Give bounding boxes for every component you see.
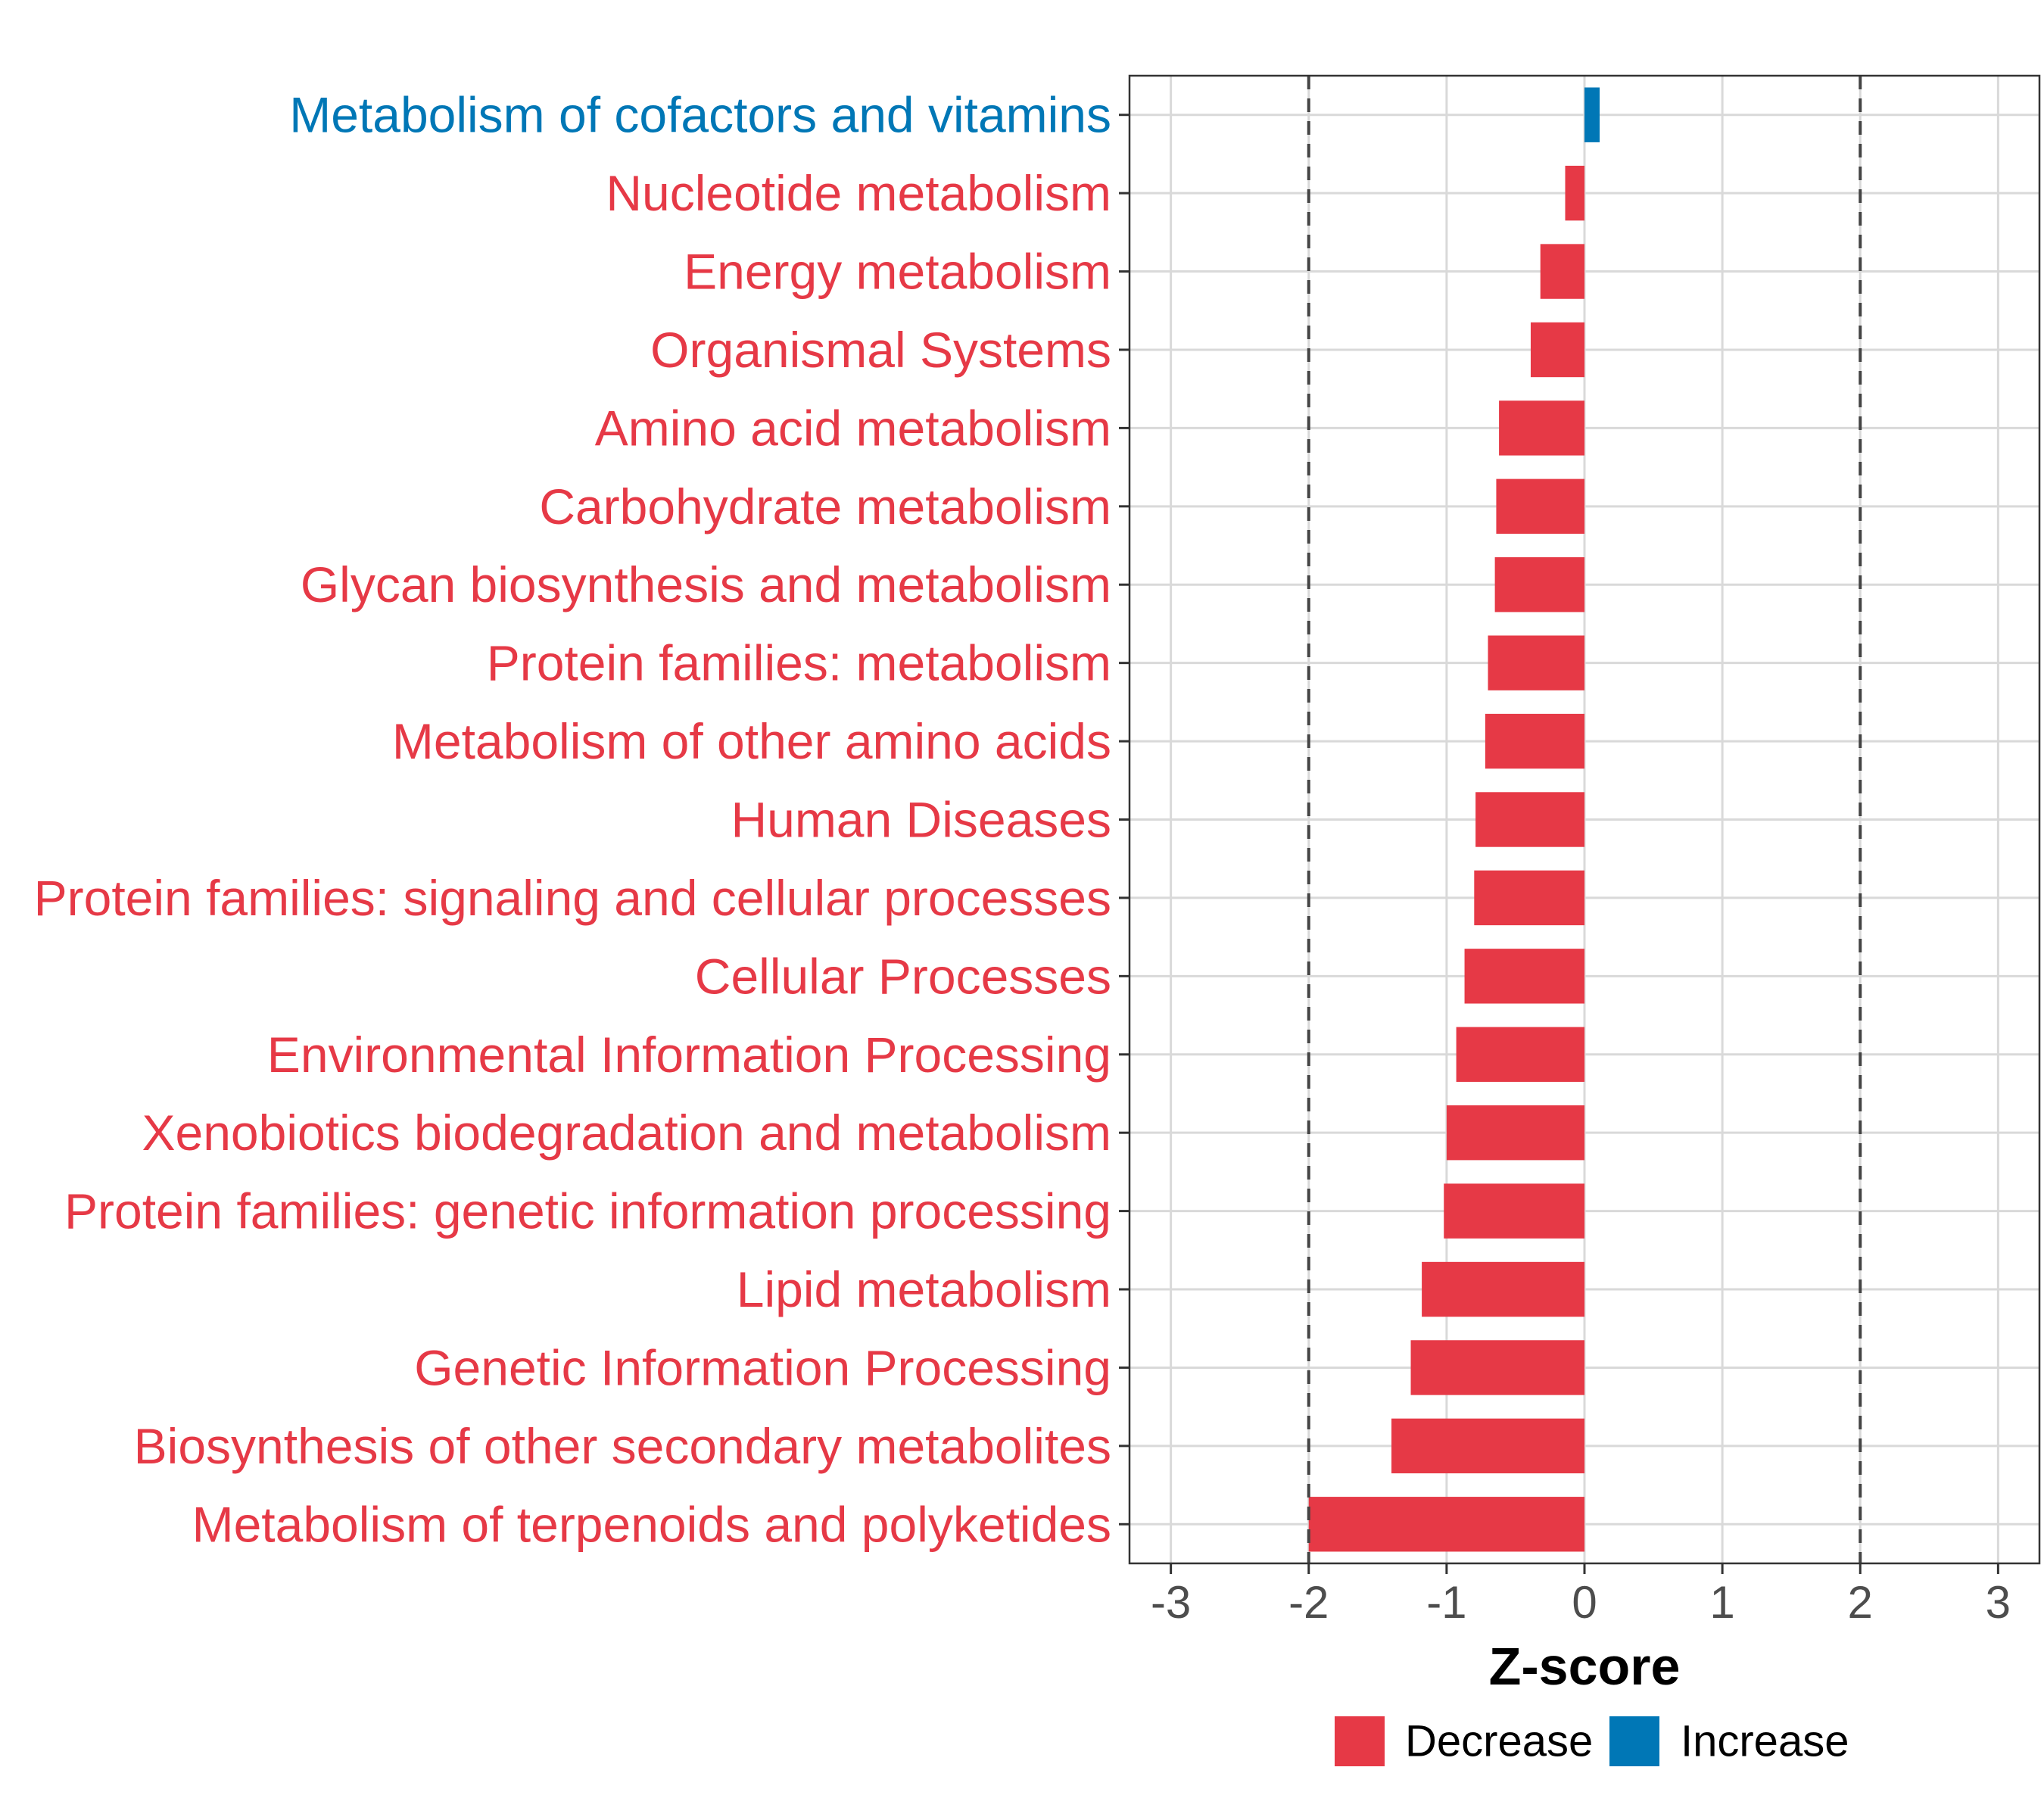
category-label-13: Xenobiotics biodegradation and metabolis… (142, 1105, 1112, 1161)
bar-4 (1499, 400, 1584, 456)
bar-18 (1308, 1497, 1584, 1552)
y-axis-labels: Metabolism of cofactors and vitamins Nucl… (34, 87, 1111, 1553)
category-label-12: Environmental Information Processing (267, 1027, 1111, 1083)
bar-3 (1530, 322, 1584, 378)
bar-8 (1485, 713, 1584, 769)
x-tick-label-2: -1 (1426, 1577, 1466, 1628)
bar-16 (1410, 1340, 1584, 1395)
bars (1308, 87, 1600, 1552)
category-label-10: Protein families: signaling and cellular… (34, 870, 1111, 926)
category-label-9: Human Diseases (731, 792, 1111, 848)
legend-swatch-increase (1609, 1716, 1659, 1766)
threshold-lines (1307, 76, 1862, 1563)
bar-0 (1584, 87, 1600, 142)
bar-17 (1391, 1418, 1584, 1474)
legend: Decrease Increase (1335, 1716, 1849, 1766)
bar-7 (1488, 635, 1584, 690)
x-tick-label-0: -3 (1151, 1577, 1191, 1628)
bar-2 (1540, 244, 1584, 299)
x-tick-label-1: -2 (1288, 1577, 1329, 1628)
category-label-17: Biosynthesis of other secondary metaboli… (134, 1418, 1111, 1474)
category-label-6: Glycan biosynthesis and metabolism (301, 556, 1111, 612)
bar-10 (1474, 870, 1584, 926)
bar-6 (1494, 557, 1584, 612)
category-label-0: Metabolism of cofactors and vitamins (289, 87, 1111, 143)
x-tick-label-6: 3 (1986, 1577, 2011, 1628)
bar-11 (1464, 949, 1584, 1004)
x-axis-tick-labels: -3 -2 -1 0 1 2 3 (1151, 1577, 2011, 1628)
bar-1 (1565, 165, 1584, 221)
legend-swatch-decrease (1335, 1716, 1385, 1766)
category-label-5: Carbohydrate metabolism (539, 478, 1111, 535)
y-axis-ticks (1119, 114, 1129, 1526)
x-tick-label-3: 0 (1572, 1577, 1597, 1628)
category-label-7: Protein families: metabolism (487, 635, 1111, 691)
bar-12 (1456, 1027, 1584, 1082)
legend-label-increase: Increase (1681, 1717, 1849, 1766)
category-label-16: Genetic Information Processing (414, 1339, 1111, 1395)
bar-5 (1496, 478, 1584, 535)
x-axis-ticks (1170, 1563, 1999, 1574)
category-label-4: Amino acid metabolism (595, 400, 1111, 456)
category-label-15: Lipid metabolism (737, 1261, 1111, 1317)
bar-9 (1475, 792, 1584, 847)
category-label-3: Organismal Systems (650, 322, 1111, 378)
category-label-18: Metabolism of terpenoids and polyketides (192, 1496, 1111, 1552)
category-label-2: Energy metabolism (684, 244, 1111, 300)
bar-13 (1446, 1105, 1584, 1161)
category-label-1: Nucleotide metabolism (606, 165, 1111, 221)
category-label-11: Cellular Processes (695, 948, 1111, 1004)
category-label-14: Protein families: genetic information pr… (64, 1183, 1111, 1239)
bar-14 (1444, 1183, 1584, 1239)
x-axis-title: Z-score (1489, 1637, 1681, 1696)
category-label-8: Metabolism of other amino acids (392, 713, 1111, 769)
legend-label-decrease: Decrease (1405, 1717, 1593, 1766)
x-tick-label-4: 1 (1709, 1577, 1734, 1628)
x-tick-label-5: 2 (1848, 1577, 1873, 1628)
bar-15 (1422, 1261, 1584, 1317)
